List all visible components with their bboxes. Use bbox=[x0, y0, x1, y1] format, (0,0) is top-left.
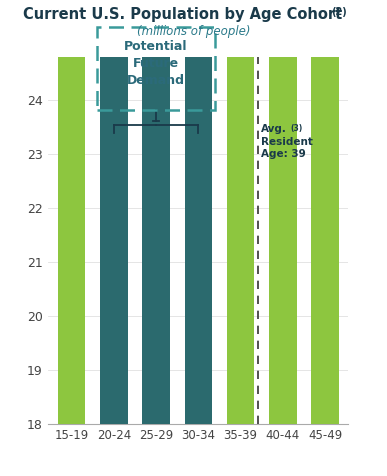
Text: (2): (2) bbox=[331, 7, 347, 17]
Bar bbox=[58, 0, 86, 424]
Bar bbox=[311, 0, 339, 424]
Bar bbox=[269, 0, 296, 424]
Bar bbox=[185, 0, 212, 424]
Text: Avg.
Resident
Age: 39: Avg. Resident Age: 39 bbox=[261, 125, 313, 159]
Bar bbox=[142, 0, 170, 424]
Text: Current U.S. Population by Age Cohort: Current U.S. Population by Age Cohort bbox=[23, 7, 342, 22]
Text: (millions of people): (millions of people) bbox=[137, 25, 250, 38]
Bar bbox=[227, 0, 254, 424]
Bar bbox=[100, 0, 128, 424]
Text: (3): (3) bbox=[290, 125, 303, 133]
Text: Potential
Future
Demand: Potential Future Demand bbox=[124, 40, 188, 87]
